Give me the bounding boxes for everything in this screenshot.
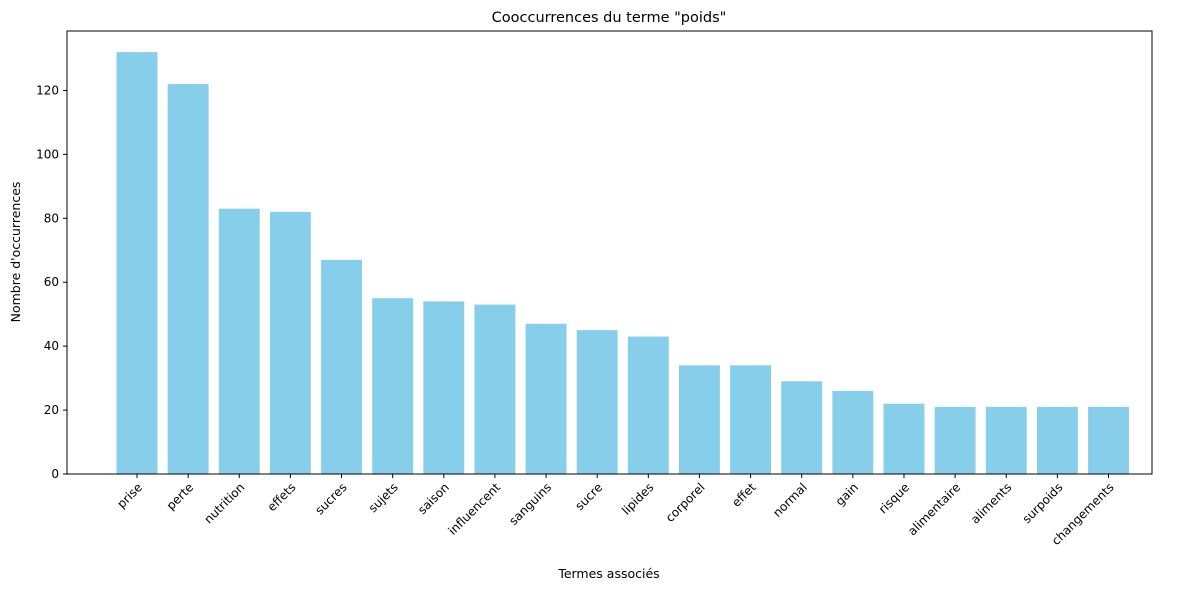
x-tick-label: sujets: [366, 480, 401, 515]
bar-corporel: [678, 365, 720, 474]
bar-sujets: [372, 298, 414, 474]
chart-title: Cooccurrences du terme "poids": [492, 10, 727, 26]
bar-normal: [781, 381, 823, 474]
x-tick-label: effets: [265, 480, 299, 514]
x-tick-label: normal: [770, 480, 810, 520]
bar-gain: [832, 390, 874, 474]
y-tick-label: 20: [44, 403, 59, 417]
x-tick-label: nutrition: [201, 480, 247, 526]
bar-alimentaire: [934, 406, 976, 474]
y-tick-label: 60: [44, 275, 59, 289]
x-tick-label: risque: [876, 480, 912, 516]
x-tick-label: sanguins: [506, 480, 554, 528]
bar-perte: [167, 84, 209, 474]
x-tick-label: prise: [114, 480, 145, 511]
y-tick-label: 100: [36, 147, 59, 161]
x-tick-label: saison: [415, 480, 452, 517]
x-tick-label: surpoids: [1020, 480, 1066, 526]
bar-sucre: [576, 330, 618, 474]
bar-surpoids: [1036, 406, 1078, 474]
x-tick-label: sucre: [572, 480, 605, 513]
plot-frame: [66, 30, 1153, 475]
bar-nutrition: [218, 208, 260, 474]
bar-lipides: [627, 336, 669, 474]
bar-aliments: [985, 406, 1027, 474]
bar-prise: [116, 52, 158, 474]
bar-effets: [269, 211, 311, 474]
y-tick-label: 40: [44, 339, 59, 353]
bar-sucres: [321, 259, 362, 474]
bar-risque: [883, 403, 925, 474]
y-tick-label: 0: [51, 467, 59, 481]
x-tick-label: alimentaire: [905, 480, 963, 538]
y-tick-label: 120: [36, 83, 59, 97]
bar-influencent: [474, 304, 516, 474]
x-tick-label: corporel: [663, 480, 708, 525]
x-axis-label: Termes associés: [557, 566, 659, 581]
x-tick-label: influencent: [445, 480, 503, 538]
y-axis-label: Nombre d'occurrences: [8, 182, 23, 323]
bar-changements: [1088, 406, 1129, 474]
x-tick-label: aliments: [968, 480, 1014, 526]
x-tick-label: lipides: [619, 480, 656, 517]
y-tick-label: 80: [44, 211, 59, 225]
x-tick-label: sucres: [312, 480, 349, 517]
x-tick-label: gain: [833, 480, 861, 508]
x-tick-label: perte: [164, 480, 197, 513]
bar-saison: [423, 301, 465, 474]
bar-effet: [730, 365, 772, 474]
bar-sanguins: [525, 323, 567, 474]
x-tick-label: effet: [729, 480, 759, 510]
